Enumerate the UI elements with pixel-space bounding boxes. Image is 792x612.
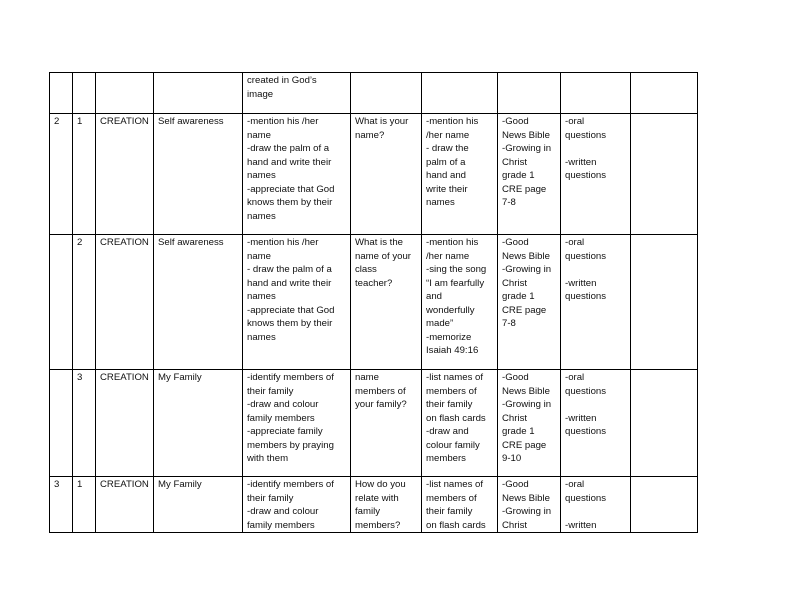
cell-remarks [630, 234, 698, 370]
cell-learning-outcomes: -mention his /her name - draw the palm o… [242, 234, 351, 370]
cell-remarks [630, 476, 698, 533]
cell-assessment [560, 72, 631, 114]
cell-sub-strand: My Family [153, 476, 243, 533]
cell-sub-strand: Self awareness [153, 113, 243, 235]
cell-strand: CREATION [95, 369, 154, 477]
cell-assessment: -oral questions -written questions [560, 369, 631, 477]
cell-learning-resources: -Good News Bible -Growing in Christ grad… [497, 234, 561, 370]
cell-strand [95, 72, 154, 114]
cell-remarks [630, 369, 698, 477]
cell-lesson: 3 [72, 369, 96, 477]
cell-assessment: -oral questions -written questions [560, 113, 631, 235]
cell-learning-experiences [421, 72, 498, 114]
cell-sub-strand: My Family [153, 369, 243, 477]
cell-learning-outcomes: -identify members of their family -draw … [242, 369, 351, 477]
cell-learning-experiences: -list names of members of their family o… [421, 476, 498, 533]
cell-assessment: -oral questions -written [560, 476, 631, 533]
cell-learning-resources: -Good News Bible -Growing in Christ grad… [497, 369, 561, 477]
scheme-of-work-table: created in God’s image 2 1 CREATION Self awa… [49, 72, 698, 533]
cell-learning-outcomes: -identify members of their family -draw … [242, 476, 351, 533]
cell-learning-experiences: -mention his /her name -sing the song “I… [421, 234, 498, 370]
cell-key-inquiry-question: name members of your family? [350, 369, 422, 477]
table-row: 3 CREATION My Family -identify members of … [49, 369, 698, 477]
cell-week [49, 72, 73, 114]
cell-strand: CREATION [95, 113, 154, 235]
cell-lesson: 1 [72, 476, 96, 533]
cell-learning-outcomes: -mention his /her name -draw the palm of… [242, 113, 351, 235]
cell-learning-resources [497, 72, 561, 114]
cell-key-inquiry-question [350, 72, 422, 114]
cell-lesson [72, 72, 96, 114]
table-row: created in God’s image [49, 72, 698, 114]
cell-key-inquiry-question: What is the name of your class teacher? [350, 234, 422, 370]
cell-strand: CREATION [95, 476, 154, 533]
cell-lesson: 2 [72, 234, 96, 370]
cell-week [49, 369, 73, 477]
cell-assessment: -oral questions -written questions [560, 234, 631, 370]
cell-learning-resources: -Good News Bible -Growing in Christ grad… [497, 113, 561, 235]
cell-week [49, 234, 73, 370]
table-row: 3 1 CREATION My Family -identify members of… [49, 476, 698, 533]
cell-learning-experiences: -mention his /her name - draw the palm o… [421, 113, 498, 235]
cell-strand: CREATION [95, 234, 154, 370]
cell-key-inquiry-question: How do you relate with family members? [350, 476, 422, 533]
cell-sub-strand [153, 72, 243, 114]
cell-learning-experiences: -list names of members of their family o… [421, 369, 498, 477]
cell-remarks [630, 113, 698, 235]
cell-remarks [630, 72, 698, 114]
table-row: 2 1 CREATION Self awareness -mention his /he… [49, 113, 698, 235]
cell-week: 2 [49, 113, 73, 235]
cell-learning-resources: -Good News Bible -Growing in Christ [497, 476, 561, 533]
cell-key-inquiry-question: What is your name? [350, 113, 422, 235]
cell-sub-strand: Self awareness [153, 234, 243, 370]
table-row: 2 CREATION Self awareness -mention his /he… [49, 234, 698, 370]
cell-week: 3 [49, 476, 73, 533]
cell-lesson: 1 [72, 113, 96, 235]
cell-learning-outcomes: created in God’s image [242, 72, 351, 114]
